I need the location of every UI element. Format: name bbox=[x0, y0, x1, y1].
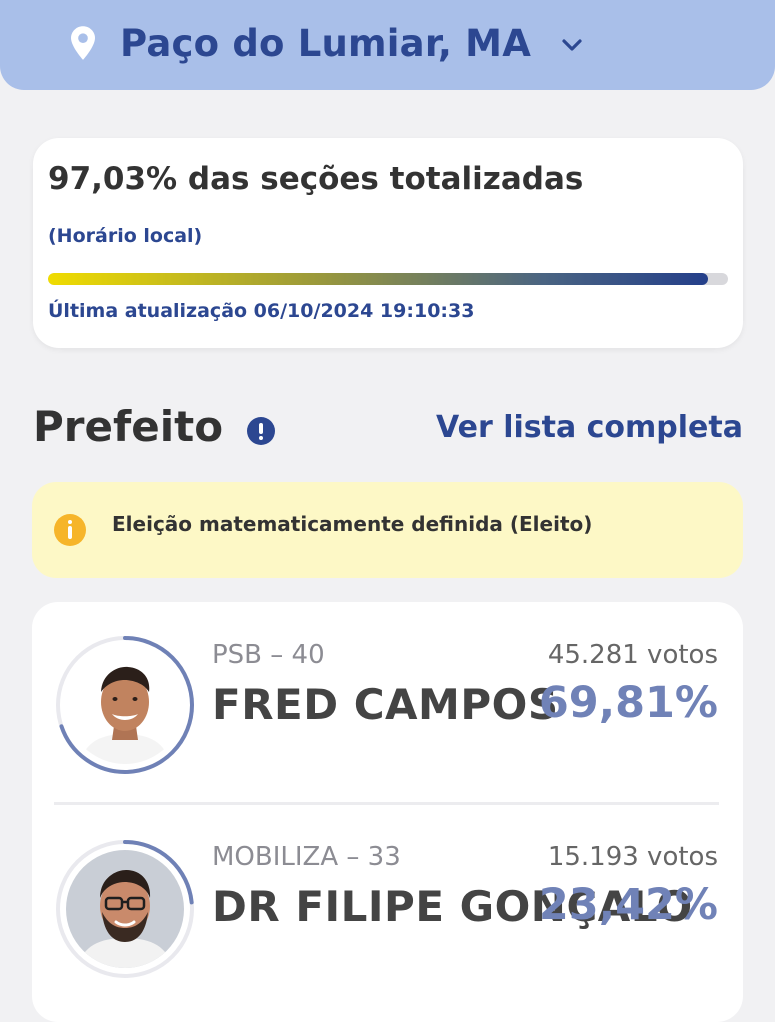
candidate-row[interactable]: MOBILIZA – 33 DR FILIPE GONÇALO 15.193 v… bbox=[32, 838, 743, 1008]
location-selector[interactable]: Paço do Lumiar, MA bbox=[68, 18, 583, 68]
candidate-photo bbox=[66, 646, 184, 764]
candidate-votes: 15.193 votos bbox=[547, 842, 718, 872]
alert-info-icon[interactable] bbox=[247, 416, 276, 445]
location-header: Paço do Lumiar, MA bbox=[0, 0, 775, 90]
candidate-photo bbox=[66, 850, 184, 968]
location-pin-icon bbox=[71, 26, 95, 60]
totalization-progress-bar bbox=[48, 273, 728, 285]
chevron-down-icon[interactable] bbox=[561, 38, 583, 52]
totalization-card: 97,03% das seções totalizadas (Horário l… bbox=[33, 138, 743, 348]
notice-text: Eleição matematicamente definida (Eleito… bbox=[112, 512, 593, 536]
candidate-party: PSB – 40 bbox=[212, 640, 325, 670]
local-time-label: (Horário local) bbox=[48, 225, 203, 247]
vote-share-ring bbox=[56, 840, 194, 978]
info-icon bbox=[54, 514, 86, 546]
city-name: Paço do Lumiar, MA bbox=[120, 21, 532, 65]
candidate-votes: 45.281 votos bbox=[547, 640, 718, 670]
candidate-avatar bbox=[54, 838, 196, 980]
row-divider bbox=[54, 802, 719, 805]
section-heading: Prefeito bbox=[33, 402, 276, 451]
candidate-row[interactable]: PSB – 40 FRED CAMPOS 45.281 votos 69,81% bbox=[32, 634, 743, 784]
progress-fill bbox=[48, 273, 708, 285]
last-update-label: Última atualização 06/10/2024 19:10:33 bbox=[48, 300, 475, 322]
candidate-percent: 23,42% bbox=[538, 880, 718, 930]
candidate-percent: 69,81% bbox=[538, 678, 718, 728]
candidates-card: PSB – 40 FRED CAMPOS 45.281 votos 69,81% bbox=[32, 602, 743, 1022]
totalization-title: 97,03% das seções totalizadas bbox=[48, 161, 584, 197]
candidate-name: DR FILIPE GONÇALO bbox=[212, 882, 693, 931]
candidate-name: FRED CAMPOS bbox=[212, 680, 559, 729]
candidate-avatar bbox=[54, 634, 196, 776]
vote-share-ring bbox=[56, 636, 194, 774]
election-notice: Eleição matematicamente definida (Eleito… bbox=[32, 482, 743, 578]
section-title: Prefeito bbox=[33, 402, 224, 451]
candidate-party: MOBILIZA – 33 bbox=[212, 842, 401, 872]
see-full-list-link[interactable]: Ver lista completa bbox=[436, 410, 743, 445]
